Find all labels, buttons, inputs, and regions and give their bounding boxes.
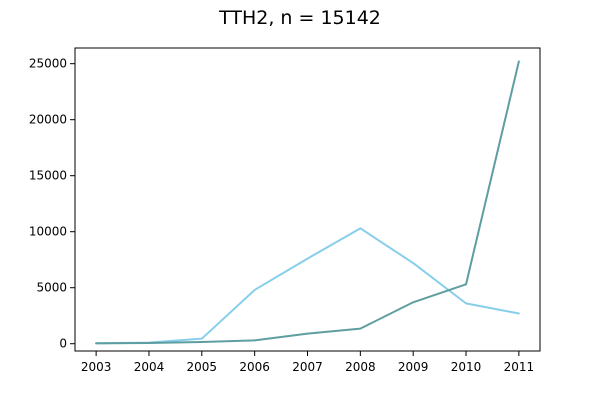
series-layer — [95, 60, 520, 345]
x-tick-label: 2003 — [81, 360, 112, 374]
x-tick-label: 2009 — [398, 360, 429, 374]
x-tick-label: 2006 — [239, 360, 270, 374]
y-tick-label: 5000 — [36, 281, 67, 295]
x-tick-label: 2007 — [292, 360, 323, 374]
chart-title: TTH2, n = 15142 — [218, 7, 381, 29]
x-tick-label: 2008 — [345, 360, 376, 374]
x-tick-label: 2004 — [134, 360, 165, 374]
plot-frame — [74, 47, 541, 352]
y-tick-label: 0 — [59, 337, 67, 351]
series-1-line — [95, 227, 520, 345]
y-tick-label: 10000 — [29, 225, 67, 239]
y-tick-label: 15000 — [29, 169, 67, 183]
x-tick-label: 2011 — [504, 360, 535, 374]
x-tick-label: 2010 — [451, 360, 482, 374]
y-tick-label: 20000 — [29, 113, 67, 127]
y-tick-label: 25000 — [29, 57, 67, 71]
x-tick-label: 2005 — [187, 360, 218, 374]
series-2-line — [95, 60, 520, 345]
x-axis: 2003 2004 2005 2006 2007 2008 2009 2010 2011 — [81, 351, 534, 374]
y-axis: 0 5000 10000 15000 20000 25000 — [29, 57, 75, 351]
